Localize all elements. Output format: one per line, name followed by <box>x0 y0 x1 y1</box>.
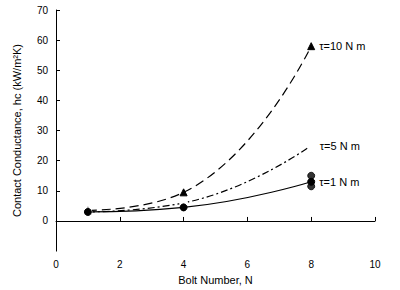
svg-text:τ=10 N m: τ=10 N m <box>319 40 365 52</box>
svg-text:0: 0 <box>42 215 48 226</box>
svg-text:4: 4 <box>181 259 187 270</box>
svg-text:10: 10 <box>37 185 49 196</box>
svg-text:τ=1 N m: τ=1 N m <box>319 176 359 188</box>
svg-text:20: 20 <box>37 155 49 166</box>
svg-text:8: 8 <box>308 259 314 270</box>
svg-text:Bolt Number, N: Bolt Number, N <box>178 274 253 286</box>
svg-text:2: 2 <box>117 259 123 270</box>
svg-text:30: 30 <box>37 125 49 136</box>
svg-text:τ=5 N m: τ=5 N m <box>320 140 360 152</box>
svg-text:Contact Conductance, hc (kW/m²: Contact Conductance, hc (kW/m²K) <box>11 44 23 217</box>
svg-text:10: 10 <box>369 259 381 270</box>
svg-text:40: 40 <box>37 95 49 106</box>
svg-text:0: 0 <box>53 259 59 270</box>
svg-text:70: 70 <box>37 5 49 16</box>
svg-text:50: 50 <box>37 65 49 76</box>
svg-text:6: 6 <box>245 259 251 270</box>
svg-text:60: 60 <box>37 35 49 46</box>
